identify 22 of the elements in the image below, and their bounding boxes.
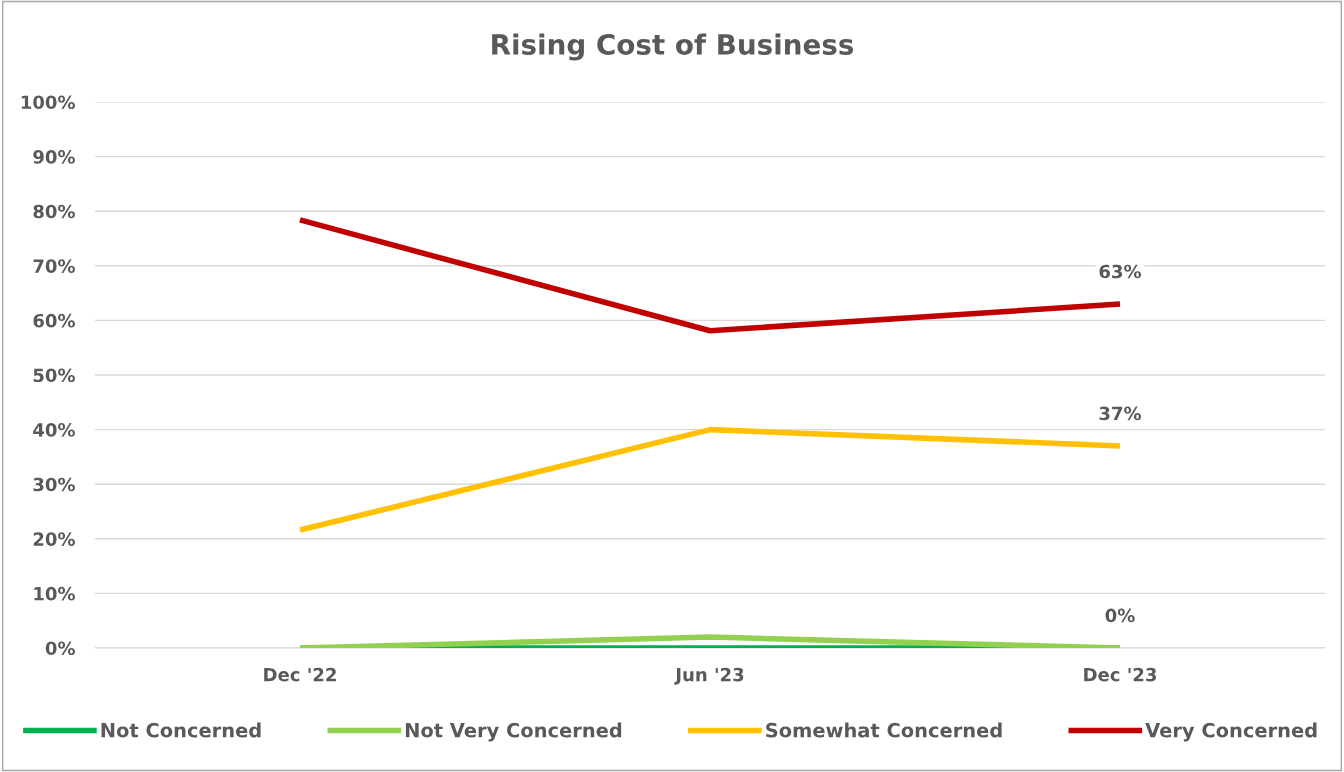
- chart-title: Rising Cost of Business: [492, 33, 854, 61]
- legend-label: Somewhat Concerned: [766, 722, 1002, 738]
- y-tick-label: 40%: [33, 423, 75, 437]
- legend-label: Not Very Concerned: [405, 722, 622, 742]
- legend-label: Very Concerned: [1145, 722, 1317, 742]
- legend-label: Not Concerned: [101, 722, 261, 738]
- y-tick-label: 80%: [33, 204, 75, 219]
- y-tick-label: 90%: [33, 150, 75, 164]
- data-label: 0%: [1105, 608, 1135, 623]
- data-label: 37%: [1099, 406, 1142, 421]
- y-tick-label: 100%: [21, 95, 75, 110]
- x-tick-label: Dec '23: [1084, 667, 1156, 682]
- y-tick-label: 30%: [33, 477, 75, 492]
- data-label: 63%: [1099, 264, 1142, 279]
- x-tick-label: Jun '23: [674, 667, 744, 685]
- y-tick-label: 0%: [45, 641, 75, 656]
- y-tick-label: 20%: [33, 532, 75, 546]
- y-tick-label: 50%: [33, 368, 75, 383]
- y-tick-label: 10%: [34, 586, 75, 601]
- x-tick-label: Dec '22: [264, 667, 336, 682]
- y-tick-label: 60%: [33, 313, 75, 328]
- y-tick-label: 70%: [33, 259, 75, 273]
